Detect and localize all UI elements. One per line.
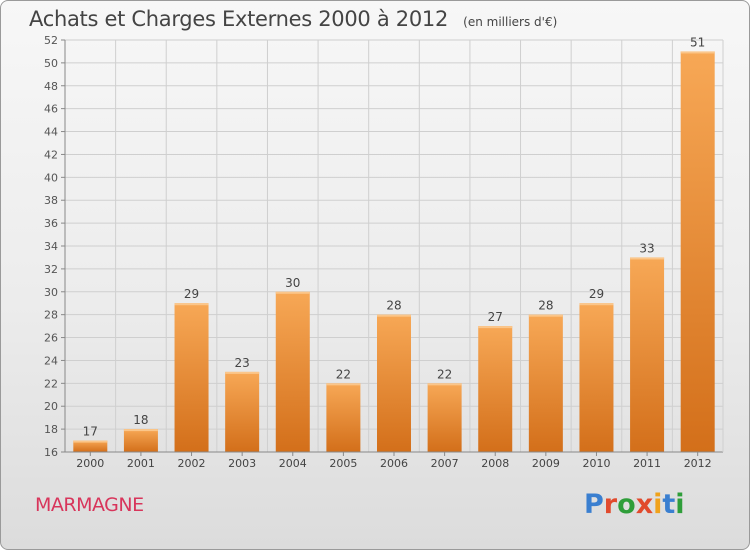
y-tick-label: 50 xyxy=(44,57,58,70)
axes: 16 18 20 22 24 26 28 30 32 34 36 38 40 42 44 46 48 50 52 20… xyxy=(44,34,724,470)
chart-title-text: Achats et Charges Externes 2000 à 2012 xyxy=(29,7,449,31)
bar xyxy=(427,383,462,452)
y-tick-label: 52 xyxy=(44,34,58,47)
bar xyxy=(630,257,665,452)
bar xyxy=(225,371,260,452)
y-tick-label: 24 xyxy=(44,354,58,367)
x-tick-label: 2008 xyxy=(481,457,509,470)
y-tick-label: 48 xyxy=(44,80,58,93)
y-tick-label: 42 xyxy=(44,148,58,161)
x-tick-label: 2010 xyxy=(582,457,610,470)
bars: 17 18 29 23 30 22 28 22 27 28 29 33 51 xyxy=(73,35,715,452)
data-label: 33 xyxy=(639,241,654,255)
bar-highlight xyxy=(174,303,209,306)
bar xyxy=(123,429,158,452)
logo-letter: o xyxy=(617,489,636,520)
x-tick-label: 2004 xyxy=(279,457,307,470)
logo-letter: i xyxy=(653,489,663,520)
data-label: 18 xyxy=(133,413,148,427)
bar-highlight xyxy=(427,383,462,386)
data-label: 22 xyxy=(437,367,452,381)
bar-highlight xyxy=(630,257,665,260)
bar-highlight xyxy=(73,440,108,443)
bar xyxy=(326,383,361,452)
y-tick-label: 16 xyxy=(44,446,58,459)
bar-highlight xyxy=(528,314,563,317)
data-label: 28 xyxy=(538,299,553,313)
x-tick-label: 2009 xyxy=(532,457,560,470)
y-tick-label: 28 xyxy=(44,309,58,322)
bar xyxy=(528,314,563,452)
y-tick-label: 44 xyxy=(44,126,58,139)
data-label: 30 xyxy=(285,276,300,290)
bar-highlight xyxy=(478,326,513,329)
y-tick-label: 30 xyxy=(44,286,58,299)
y-tick-label: 34 xyxy=(44,240,58,253)
data-label: 23 xyxy=(235,356,250,370)
bar-highlight xyxy=(377,314,411,317)
y-tick-label: 20 xyxy=(44,400,58,413)
y-tick-label: 38 xyxy=(44,194,58,207)
bar xyxy=(174,303,209,452)
bar-highlight xyxy=(275,291,310,294)
city-name: MARMAGNE xyxy=(35,494,144,516)
x-tick-label: 2007 xyxy=(431,457,459,470)
x-tick-label: 2001 xyxy=(127,457,155,470)
y-tick-label: 40 xyxy=(44,171,58,184)
data-label: 22 xyxy=(336,367,351,381)
y-tick-label: 46 xyxy=(44,103,58,116)
x-tick-label: 2005 xyxy=(329,457,357,470)
logo-letter: P xyxy=(584,489,604,520)
y-tick-label: 22 xyxy=(44,377,58,390)
bar-highlight xyxy=(579,303,614,306)
data-label: 28 xyxy=(386,299,401,313)
x-tick-label: 2012 xyxy=(684,457,712,470)
bar xyxy=(478,326,513,452)
bar xyxy=(680,51,715,452)
data-label: 17 xyxy=(83,425,98,439)
bar xyxy=(579,303,614,452)
x-tick-label: 2006 xyxy=(380,457,408,470)
logo-letter: r xyxy=(603,489,618,520)
y-tick-label: 36 xyxy=(44,217,58,230)
bar-highlight xyxy=(680,51,715,54)
data-label: 29 xyxy=(589,287,604,301)
logo-letter: i xyxy=(675,489,685,520)
y-tick-label: 32 xyxy=(44,263,58,276)
y-tick-label: 26 xyxy=(44,332,58,345)
x-tick-label: 2000 xyxy=(76,457,104,470)
data-label: 27 xyxy=(488,310,503,324)
x-tick-label: 2011 xyxy=(633,457,661,470)
bar-highlight xyxy=(326,383,361,386)
x-tick-label: 2003 xyxy=(228,457,256,470)
logo-letter: x xyxy=(635,489,654,520)
bar xyxy=(275,291,310,452)
bar-highlight xyxy=(123,429,158,432)
bar xyxy=(73,440,108,452)
data-label: 51 xyxy=(690,35,705,49)
chart-unit-label: (en milliers d'€) xyxy=(463,15,558,29)
chart-title: Achats et Charges Externes 2000 à 2012 (… xyxy=(29,7,557,31)
x-tick-label: 2002 xyxy=(178,457,206,470)
data-label: 29 xyxy=(184,287,199,301)
proxiti-logo: Proxiti xyxy=(584,489,685,520)
y-tick-label: 18 xyxy=(44,423,58,436)
bar xyxy=(377,314,411,452)
bar-highlight xyxy=(225,371,260,374)
logo-letter: t xyxy=(662,489,676,520)
